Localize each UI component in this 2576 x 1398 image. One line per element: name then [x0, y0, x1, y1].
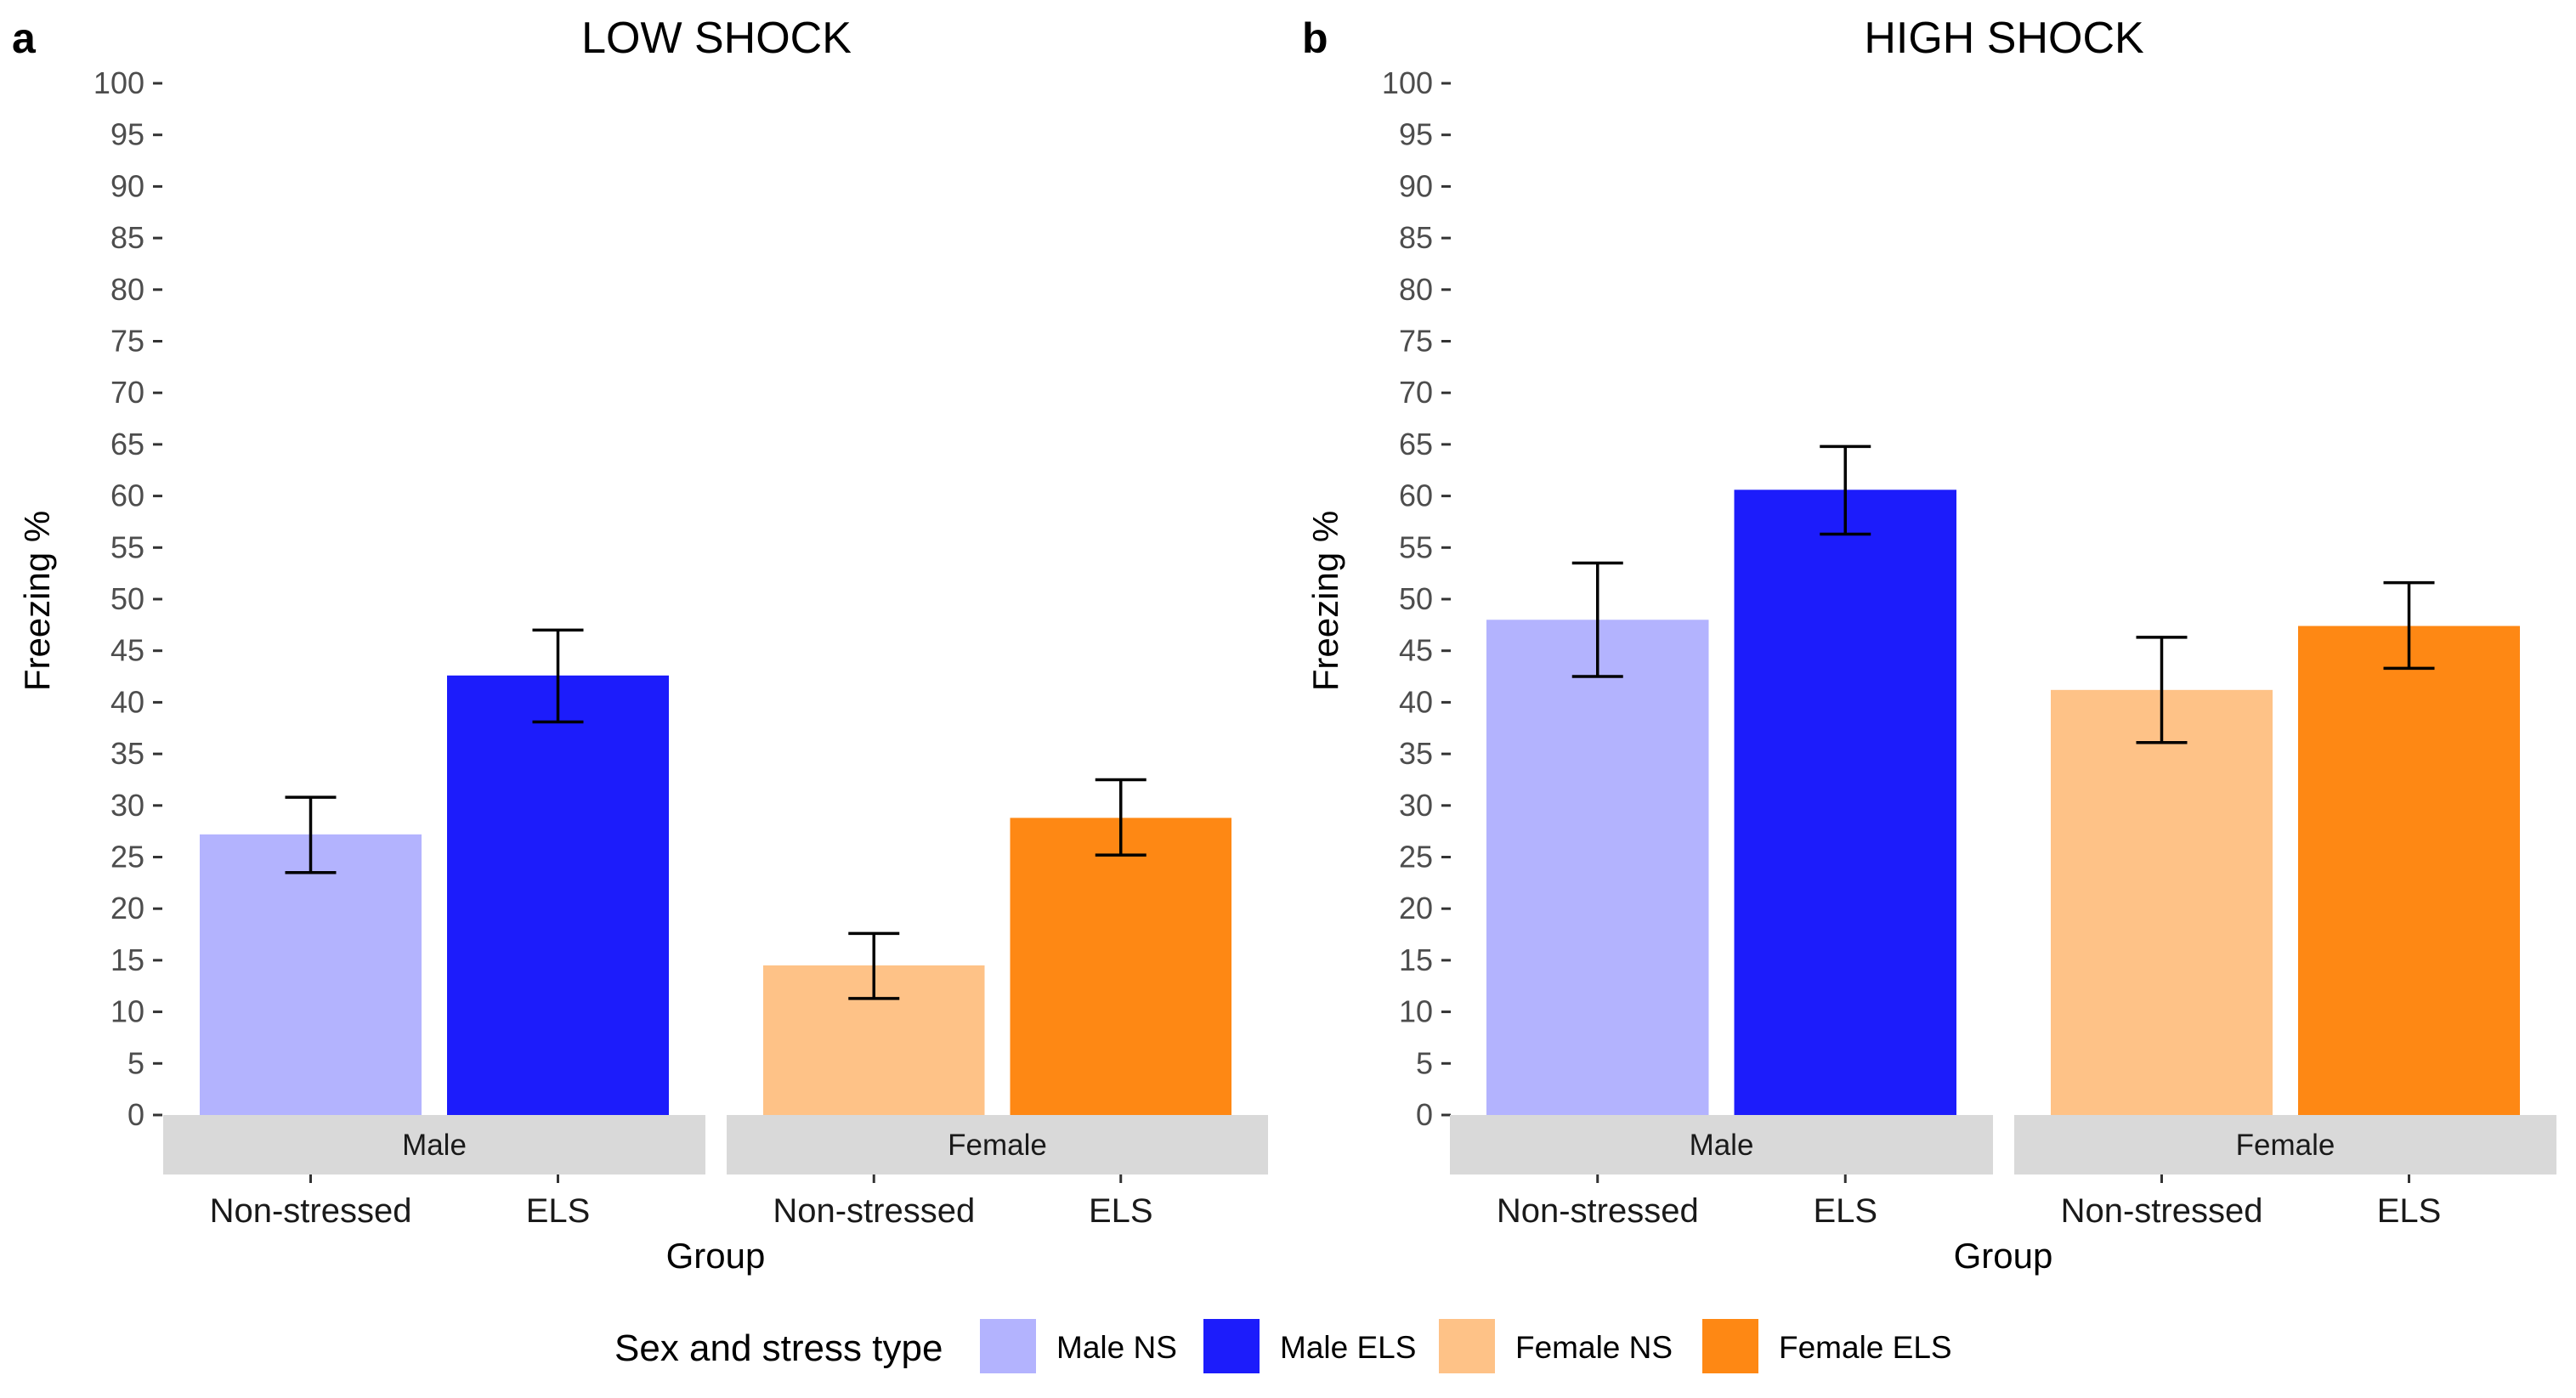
x-category-label: ELS: [2377, 1192, 2442, 1230]
y-tick-label: 5: [1416, 1045, 1433, 1080]
bar: [2051, 689, 2273, 1115]
bar: [200, 834, 422, 1115]
y-tick-label: 5: [127, 1045, 144, 1080]
x-category-label: ELS: [1089, 1192, 1153, 1230]
bar: [1486, 620, 1709, 1115]
y-tick-label: 95: [1399, 117, 1433, 152]
x-axis-title: Group: [1954, 1236, 2053, 1276]
legend-item: Male NS: [980, 1319, 1177, 1373]
y-tick-label: 40: [1399, 684, 1433, 719]
y-tick-label: 45: [1399, 633, 1433, 668]
panel-title: HIGH SHOCK: [1864, 14, 2144, 63]
y-tick-label: 65: [1399, 427, 1433, 461]
x-category-label: Non-stressed: [210, 1192, 412, 1230]
x-category-label: Non-stressed: [2061, 1192, 2263, 1230]
y-tick-label: 90: [110, 168, 144, 203]
x-category-label: ELS: [1813, 1192, 1877, 1230]
facet-strip-label: Male: [1690, 1129, 1754, 1162]
legend-swatch: [1439, 1319, 1495, 1373]
y-tick-label: 0: [127, 1097, 144, 1132]
facet-strip: [163, 1115, 705, 1174]
y-tick-label: 85: [110, 220, 144, 255]
bar: [1010, 818, 1231, 1115]
y-tick-label: 35: [1399, 736, 1433, 771]
legend-item: Male ELS: [1203, 1319, 1416, 1373]
y-tick-label: 50: [110, 581, 144, 616]
y-tick-label: 15: [1399, 942, 1433, 977]
y-tick-label: 35: [110, 736, 144, 771]
y-tick-label: 20: [1399, 891, 1433, 925]
x-category-label: ELS: [526, 1192, 591, 1230]
bar: [2298, 625, 2520, 1115]
bar: [447, 675, 669, 1115]
facet-strip-label: Female: [2236, 1129, 2335, 1162]
facet-strip-label: Male: [402, 1129, 467, 1162]
y-tick-label: 10: [110, 994, 144, 1029]
facet-strip: [1450, 1115, 1993, 1174]
y-tick-label: 25: [1399, 840, 1433, 874]
y-tick-label: 70: [1399, 375, 1433, 410]
y-tick-label: 100: [1382, 65, 1433, 100]
legend-swatch: [1702, 1319, 1758, 1373]
y-tick-label: 90: [1399, 168, 1433, 203]
y-tick-label: 20: [110, 891, 144, 925]
y-tick-label: 70: [110, 375, 144, 410]
y-tick-label: 80: [1399, 272, 1433, 307]
y-tick-label: 15: [110, 942, 144, 977]
y-tick-label: 0: [1416, 1097, 1433, 1132]
y-tick-label: 85: [1399, 220, 1433, 255]
y-tick-label: 80: [110, 272, 144, 307]
y-tick-label: 60: [1399, 478, 1433, 513]
legend-item: Female ELS: [1702, 1319, 1952, 1373]
legend-label: Female ELS: [1779, 1330, 1952, 1365]
x-axis-title: Group: [666, 1236, 766, 1276]
facet-strip: [727, 1115, 1268, 1174]
y-tick-label: 75: [110, 324, 144, 359]
y-tick-label: 75: [1399, 324, 1433, 359]
legend-title: Sex and stress type: [614, 1327, 943, 1369]
legend-label: Male ELS: [1280, 1330, 1416, 1365]
legend-label: Male NS: [1056, 1330, 1177, 1365]
x-category-label: Non-stressed: [773, 1192, 975, 1230]
legend-swatch: [1203, 1319, 1260, 1373]
y-tick-label: 30: [1399, 788, 1433, 823]
legend-item: Female NS: [1439, 1319, 1673, 1373]
legend-label: Female NS: [1515, 1330, 1673, 1365]
y-tick-label: 60: [110, 478, 144, 513]
y-tick-label: 40: [110, 684, 144, 719]
y-tick-label: 10: [1399, 994, 1433, 1029]
panel-letter: b: [1302, 14, 1328, 62]
y-tick-label: 65: [110, 427, 144, 461]
y-tick-label: 45: [110, 633, 144, 668]
y-tick-label: 30: [110, 788, 144, 823]
panel-title: LOW SHOCK: [581, 14, 852, 63]
y-tick-label: 55: [110, 529, 144, 564]
panel-letter: a: [12, 14, 37, 62]
bar: [1734, 490, 1956, 1115]
y-tick-label: 95: [110, 117, 144, 152]
y-axis-title: Freezing %: [1305, 511, 1345, 691]
facet-strip: [2014, 1115, 2556, 1174]
legend-swatch: [980, 1319, 1036, 1373]
y-tick-label: 25: [110, 840, 144, 874]
facet-strip-label: Female: [948, 1129, 1047, 1162]
x-category-label: Non-stressed: [1497, 1192, 1699, 1230]
y-tick-label: 55: [1399, 529, 1433, 564]
y-tick-label: 100: [93, 65, 144, 100]
y-tick-label: 50: [1399, 581, 1433, 616]
y-axis-title: Freezing %: [17, 511, 57, 691]
